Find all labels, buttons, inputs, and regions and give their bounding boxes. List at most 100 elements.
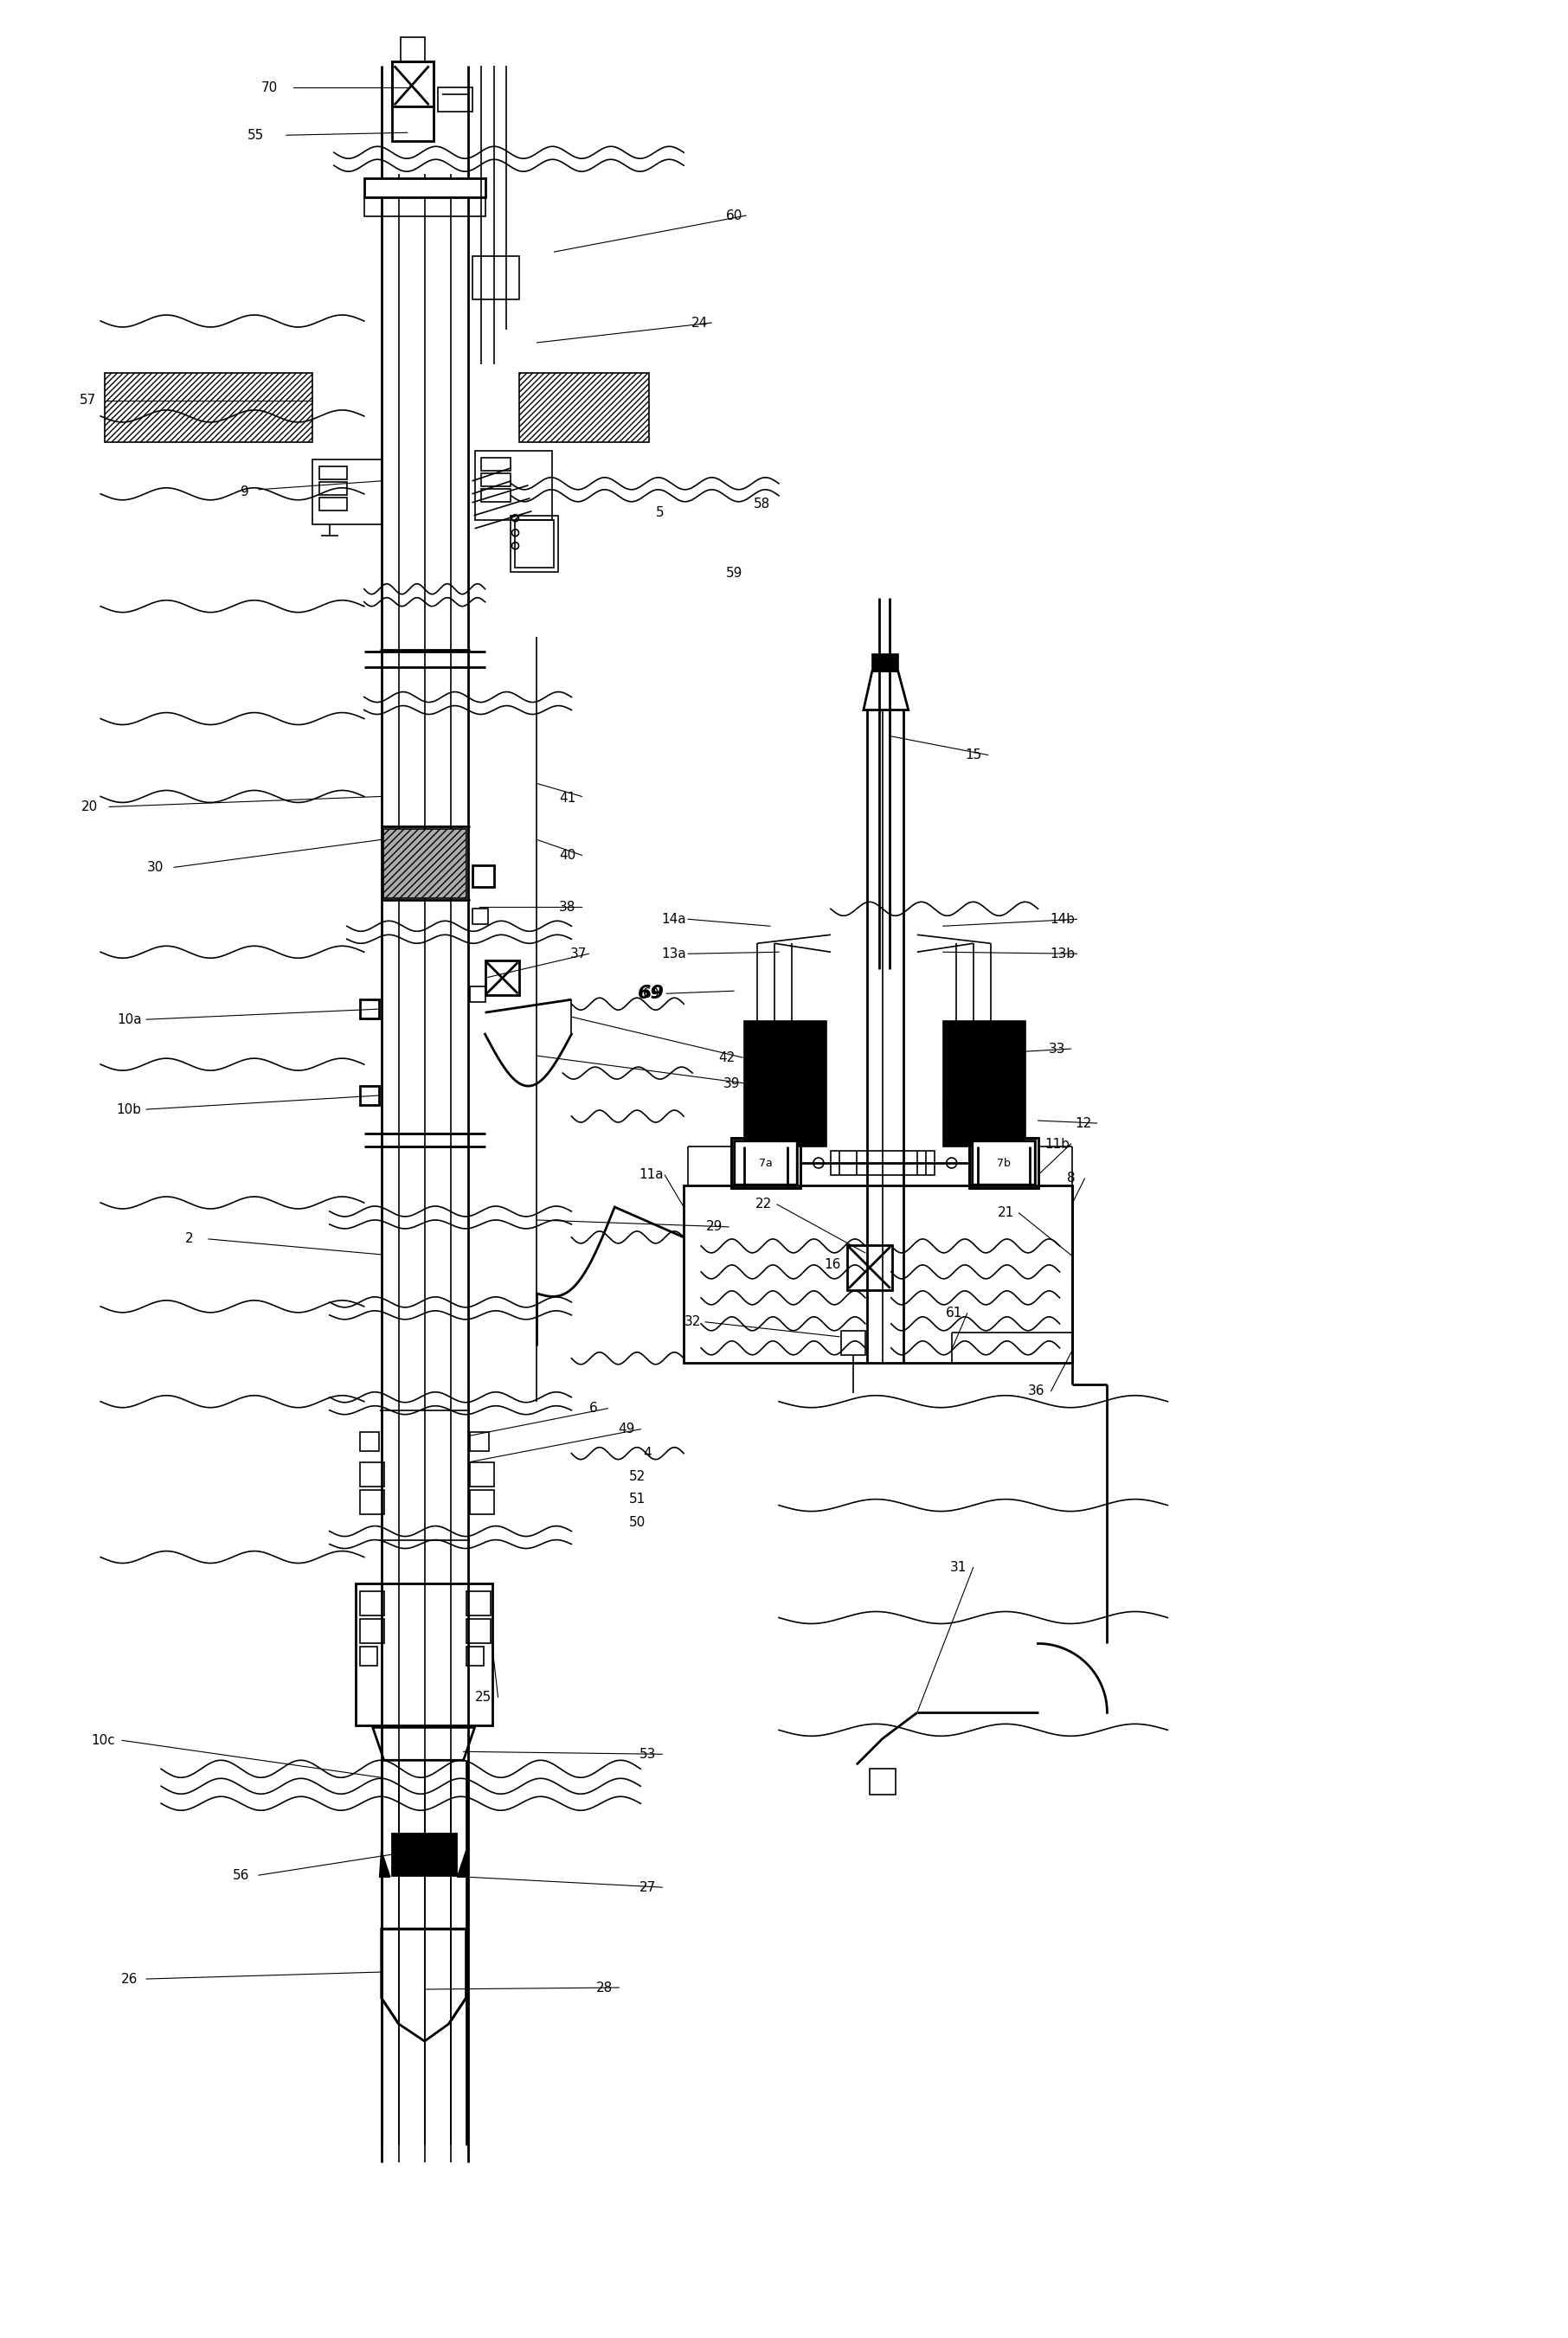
Bar xyxy=(466,1592,491,1616)
Bar xyxy=(359,1646,376,1667)
Text: 14a: 14a xyxy=(662,912,685,926)
Text: 36: 36 xyxy=(1029,1384,1044,1398)
Text: 70: 70 xyxy=(260,82,278,94)
Bar xyxy=(320,465,347,479)
Text: 56: 56 xyxy=(234,1868,249,1882)
Bar xyxy=(969,1139,1038,1188)
Polygon shape xyxy=(379,1852,390,1877)
Text: 25: 25 xyxy=(475,1690,492,1704)
Bar xyxy=(466,1620,491,1644)
Bar xyxy=(469,1431,489,1452)
Bar xyxy=(974,1143,1033,1183)
Text: 26: 26 xyxy=(121,1973,138,1985)
Text: 15: 15 xyxy=(964,748,982,762)
Bar xyxy=(734,1141,798,1185)
Bar xyxy=(359,1620,384,1644)
Text: 5: 5 xyxy=(655,507,663,519)
Text: 7a: 7a xyxy=(745,1104,760,1115)
Text: 37: 37 xyxy=(571,947,586,961)
Text: 11a: 11a xyxy=(638,1169,663,1181)
Text: 30: 30 xyxy=(147,860,163,874)
Bar xyxy=(383,830,466,898)
Bar xyxy=(392,61,433,110)
Bar xyxy=(392,1833,456,1875)
Bar xyxy=(392,61,433,108)
Text: 31: 31 xyxy=(950,1562,967,1573)
Text: 41: 41 xyxy=(558,793,575,804)
Bar xyxy=(745,1022,826,1146)
Bar xyxy=(684,1185,1073,1363)
Bar xyxy=(516,519,554,568)
Text: 10a: 10a xyxy=(116,1012,141,1026)
Text: 69: 69 xyxy=(638,984,665,1003)
Text: 16: 16 xyxy=(825,1258,840,1272)
Text: 9: 9 xyxy=(240,486,249,498)
Bar xyxy=(320,482,347,496)
Polygon shape xyxy=(519,372,649,442)
Bar xyxy=(731,1139,800,1188)
Bar xyxy=(731,1139,800,1188)
Text: 11b: 11b xyxy=(1044,1139,1069,1150)
Text: 27: 27 xyxy=(640,1880,655,1894)
Text: 33: 33 xyxy=(1049,1043,1066,1054)
Bar xyxy=(481,458,511,470)
Bar xyxy=(831,1150,935,1176)
Bar xyxy=(312,458,381,524)
Bar xyxy=(472,257,519,299)
Bar xyxy=(400,37,425,61)
Bar xyxy=(472,865,494,886)
Bar xyxy=(481,489,511,503)
Text: 51: 51 xyxy=(629,1492,646,1506)
Text: 60: 60 xyxy=(726,208,742,222)
Text: 53: 53 xyxy=(640,1749,655,1761)
Text: 12: 12 xyxy=(1074,1118,1091,1129)
Text: 61: 61 xyxy=(946,1307,963,1321)
Text: 13a: 13a xyxy=(662,947,685,961)
Bar xyxy=(485,961,519,996)
Text: 10c: 10c xyxy=(91,1735,114,1746)
Text: 58: 58 xyxy=(753,498,770,510)
Bar xyxy=(359,1431,379,1452)
Bar xyxy=(481,472,511,486)
Bar xyxy=(840,1330,866,1354)
Text: 69: 69 xyxy=(643,987,660,1001)
Text: 55: 55 xyxy=(248,129,265,143)
Bar xyxy=(359,1461,384,1487)
Bar xyxy=(511,514,558,573)
Text: 21: 21 xyxy=(997,1206,1014,1220)
Text: 28: 28 xyxy=(596,1980,613,1994)
Bar xyxy=(364,196,485,217)
Bar xyxy=(359,1001,379,1019)
Text: 40: 40 xyxy=(558,849,575,863)
Text: 7a: 7a xyxy=(759,1157,773,1169)
Text: 8: 8 xyxy=(1066,1171,1076,1185)
Text: 42: 42 xyxy=(718,1052,735,1064)
Text: 39: 39 xyxy=(723,1078,740,1090)
Text: 13b: 13b xyxy=(1049,947,1074,961)
Text: 52: 52 xyxy=(629,1471,646,1482)
Bar xyxy=(969,1139,1038,1188)
Text: 57: 57 xyxy=(80,395,96,407)
Text: 59: 59 xyxy=(726,566,742,580)
Text: 29: 29 xyxy=(706,1220,723,1234)
Bar xyxy=(469,987,485,1003)
Bar xyxy=(737,1143,795,1183)
Bar xyxy=(469,1461,494,1487)
Bar xyxy=(359,1087,379,1106)
Bar xyxy=(847,1246,892,1291)
Bar xyxy=(392,108,433,140)
Bar xyxy=(320,498,347,510)
Bar xyxy=(972,1141,1035,1185)
Text: 7b: 7b xyxy=(941,1101,958,1115)
Text: 14b: 14b xyxy=(1049,912,1074,926)
Bar xyxy=(472,909,488,924)
Bar xyxy=(466,1646,483,1667)
Text: 4: 4 xyxy=(643,1447,652,1459)
Text: 24: 24 xyxy=(691,316,707,330)
Polygon shape xyxy=(105,372,312,442)
Bar xyxy=(359,1489,384,1515)
Text: 2: 2 xyxy=(185,1232,194,1246)
Bar xyxy=(870,1770,895,1796)
Polygon shape xyxy=(458,1852,467,1877)
Bar xyxy=(872,655,898,671)
